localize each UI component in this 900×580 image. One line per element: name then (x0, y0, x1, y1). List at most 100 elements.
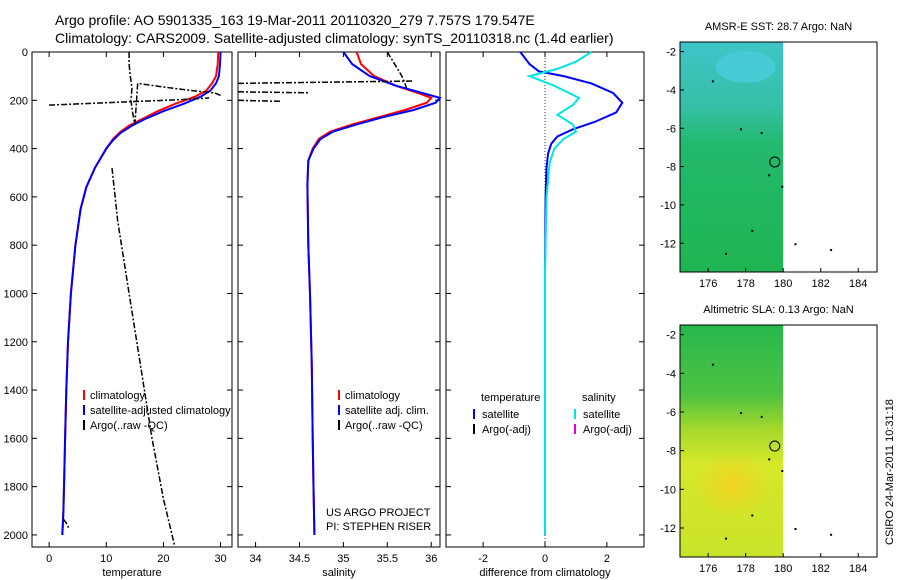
series-line (111, 167, 176, 548)
map-anomaly-patch (715, 50, 776, 83)
legend-label: Argo(-adj) (583, 424, 632, 436)
island-speck (830, 533, 833, 536)
x-tick-label: 182 (812, 563, 830, 575)
legend-label: satellite adj. clim. (345, 405, 429, 417)
sla-map-title: Altimetric SLA: 0.13 Argo: NaN (703, 304, 853, 316)
series-line (128, 52, 221, 125)
profile-title: Argo profile: AO 5901335_163 19-Mar-2011… (55, 12, 535, 28)
sst-map-title: AMSR-E SST: 28.7 Argo: NaN (705, 21, 852, 33)
y-tick-label: -6 (666, 407, 676, 419)
x-tick-label: 0 (542, 553, 548, 565)
legend-label: climatology (345, 390, 401, 402)
map-anomaly-patch (694, 451, 771, 520)
salinity-chart: 34 34.5 35 35.5 36 salinity climatology satelli… (237, 51, 442, 579)
y-tick-label: 1400 (4, 385, 28, 397)
y-tick-label: 1000 (4, 288, 28, 300)
x-tick-label: 176 (699, 278, 717, 290)
x-tick-label: 0 (46, 553, 52, 565)
sst-map: AMSR-E SST: 28.7 Argo: NaN 176 178 180 182 18… (660, 21, 878, 290)
series-line (62, 518, 70, 530)
y-tick-label: 600 (10, 192, 28, 204)
y-tick-label: -4 (666, 368, 676, 380)
csiro-credit: CSIRO 24-Mar-2011 10:31:18 (884, 399, 896, 545)
y-tick-label: 400 (10, 144, 28, 156)
island-speck (751, 514, 754, 517)
series-line (49, 97, 210, 106)
y-tick-label: 800 (10, 240, 28, 252)
y-tick-label: -4 (666, 85, 676, 97)
island-speck (794, 528, 797, 530)
series-line (61, 51, 220, 535)
island-speck (711, 80, 714, 83)
y-tick-label: -8 (666, 162, 676, 174)
legend-title: temperature (481, 392, 540, 404)
climatology-title: Climatology: CARS2009. Satellite-adjuste… (55, 30, 614, 46)
island-speck (830, 249, 833, 251)
y-tick-label: 1600 (4, 433, 28, 445)
sst-map-frame (679, 41, 878, 273)
x-tick-label: 2 (604, 553, 610, 565)
series-line (237, 80, 414, 85)
y-tick-label: -12 (660, 238, 676, 250)
salinity-frame (237, 51, 441, 548)
temperature-chart: 0 10 20 30 0 200 400 600 800 1000 1200 1400 1600 1800… (4, 47, 233, 579)
legend-label: Argo(..raw -QC) (90, 420, 168, 432)
x-tick-label: -2 (478, 553, 488, 565)
legend-label: Argo(..raw -QC) (345, 420, 423, 432)
y-tick-label: -2 (666, 330, 676, 342)
island-speck (740, 412, 743, 414)
x-tick-label: 182 (812, 278, 830, 290)
project-line2: PI: STEPHEN RISER (326, 521, 431, 533)
map-field (680, 325, 784, 557)
island-speck (768, 174, 771, 177)
x-tick-label: 10 (100, 553, 112, 565)
y-tick-label: -8 (666, 446, 676, 458)
island-speck (711, 363, 714, 366)
x-tick-label: 180 (774, 563, 792, 575)
island-speck (781, 470, 784, 472)
y-tick-label: -6 (666, 123, 676, 135)
x-tick-label: 30 (214, 553, 226, 565)
series-line (386, 51, 408, 89)
y-tick-label: -10 (660, 484, 676, 496)
temperature-xlabel: temperature (102, 567, 161, 579)
salinity-xlabel: salinity (322, 567, 356, 579)
legend-label: Argo(-adj) (482, 424, 531, 436)
series-line (306, 51, 442, 535)
x-tick-label: 34 (249, 553, 261, 565)
series-line (237, 99, 282, 103)
island-speck (760, 132, 763, 135)
x-tick-label: 178 (736, 563, 754, 575)
y-tick-label: 2000 (4, 530, 28, 542)
temperature-frame (31, 51, 233, 548)
project-note: US ARGO PROJECT PI: STEPHEN RISER (326, 507, 431, 533)
island-speck (740, 128, 743, 131)
project-line1: US ARGO PROJECT (326, 507, 431, 519)
legend-label: climatology (90, 390, 146, 402)
island-speck (751, 229, 754, 232)
y-tick-label: -12 (660, 523, 676, 535)
x-tick-label: 36 (425, 553, 437, 565)
island-speck (768, 458, 771, 461)
x-tick-label: 35 (337, 553, 349, 565)
legend-label: satellite (583, 409, 620, 421)
x-tick-label: 184 (849, 278, 867, 290)
island-speck (760, 415, 763, 418)
x-tick-label: 20 (157, 553, 169, 565)
x-tick-label: 178 (736, 278, 754, 290)
island-speck (725, 252, 728, 255)
y-tick-label: 1200 (4, 337, 28, 349)
sla-map: Altimetric SLA: 0.13 Argo: NaN 176 178 180 1… (660, 304, 878, 575)
y-tick-label: -2 (666, 47, 676, 59)
island-speck (725, 537, 728, 540)
y-tick-label: -10 (660, 200, 676, 212)
series-line (237, 91, 309, 94)
x-tick-label: 35.5 (377, 553, 398, 565)
y-tick-label: 1800 (4, 482, 28, 494)
y-tick-label: 200 (10, 95, 28, 107)
x-tick-label: 180 (774, 278, 792, 290)
series-line (526, 51, 592, 535)
legend-label: satellite-adjusted climatology (90, 405, 231, 417)
island-speck (781, 185, 784, 188)
